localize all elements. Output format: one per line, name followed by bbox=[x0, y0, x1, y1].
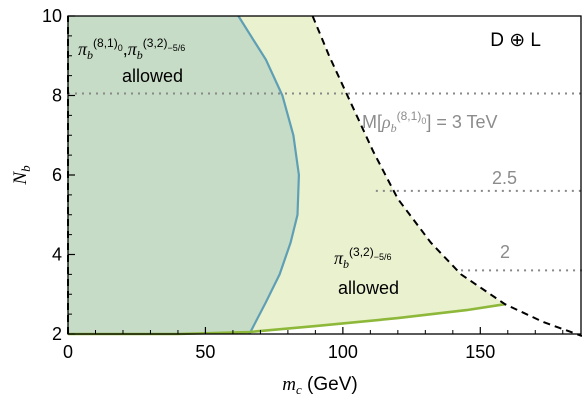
mass-label-2-5: 2.5 bbox=[492, 168, 517, 188]
blue-allowed-region bbox=[68, 16, 299, 334]
region1-allowed: allowed bbox=[122, 66, 183, 86]
x-axis-label: mc (GeV) bbox=[282, 374, 357, 397]
corner-label: D ⊕ L bbox=[490, 30, 541, 51]
x-tick-label: 50 bbox=[195, 342, 215, 362]
x-tick-label: 150 bbox=[465, 342, 495, 362]
y-axis-label: Nb bbox=[10, 165, 33, 186]
x-axis-ticks: 0 50 100 150 bbox=[63, 327, 564, 362]
region2-title: πb(3,2)−5/6 bbox=[334, 245, 392, 271]
y-axis-ticks: 2 4 6 8 10 bbox=[42, 6, 75, 344]
blue-region-boundary bbox=[237, 15, 301, 335]
mass-contour-lines bbox=[68, 92, 582, 272]
x-tick-label: 100 bbox=[328, 342, 358, 362]
y-tick-label: 4 bbox=[52, 245, 62, 265]
y-tick-label: 6 bbox=[52, 165, 62, 185]
black-dashed-curve bbox=[311, 15, 582, 337]
region1-title: πb(8,1)0,πb(3,2)−5/6 bbox=[78, 36, 185, 62]
x-tick-label: 0 bbox=[63, 342, 73, 362]
y-tick-label: 8 bbox=[52, 86, 62, 106]
mass-label-3tev: M[ρb(8,1)0] = 3 TeV bbox=[362, 109, 498, 135]
y-tick-label: 2 bbox=[52, 324, 62, 344]
region2-allowed: allowed bbox=[338, 278, 399, 298]
mass-label-2: 2 bbox=[500, 242, 510, 262]
y-tick-label: 10 bbox=[42, 6, 62, 26]
